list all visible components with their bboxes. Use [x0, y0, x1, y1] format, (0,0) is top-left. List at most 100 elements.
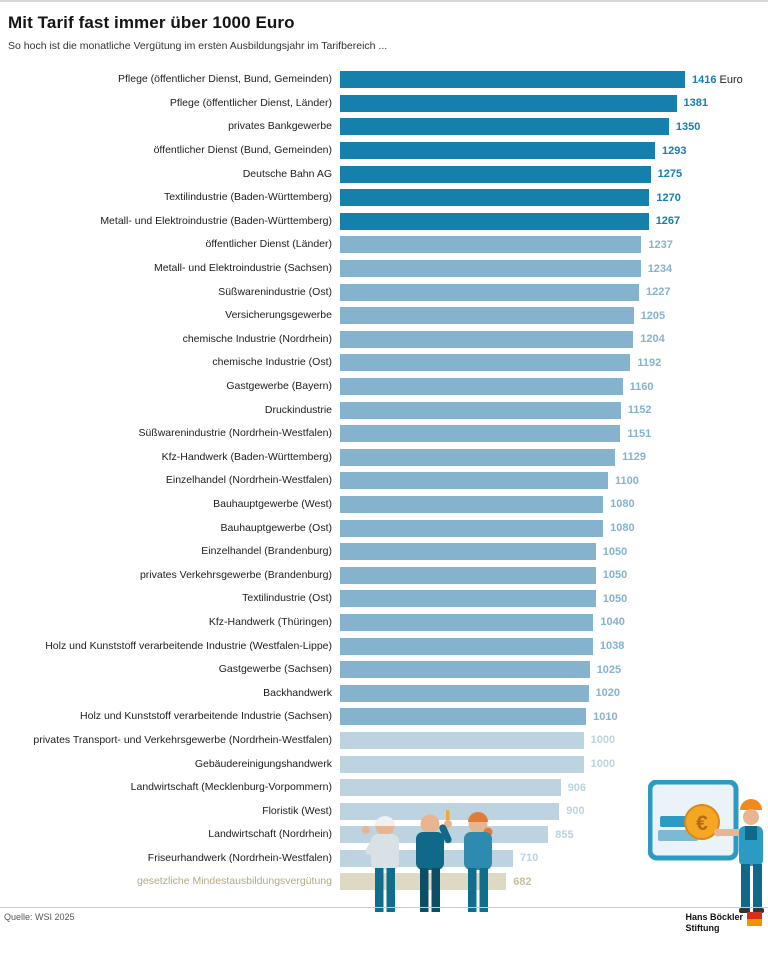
- bar-label: Metall- und Elektroindustrie (Baden-Würt…: [100, 214, 332, 227]
- chart-row: öffentlicher Dienst (Länder) 1237: [0, 233, 768, 257]
- bar-value: 1080: [610, 522, 635, 535]
- bar: [340, 307, 634, 325]
- chart-row: Holz und Kunststoff verarbeitende Indust…: [0, 705, 768, 729]
- bar-label: Pflege (öffentlicher Dienst, Länder): [169, 96, 332, 109]
- bar-area: 682: [332, 873, 768, 891]
- bar-area: 1080: [332, 519, 768, 537]
- bar-area: 1025: [332, 661, 768, 679]
- bar-area: 1129: [332, 448, 768, 466]
- bar: [340, 260, 641, 278]
- page-title: Mit Tarif fast immer über 1000 Euro: [8, 13, 295, 32]
- bar-value: 1100: [615, 474, 639, 487]
- logo-text: Hans Böckler Stiftung: [685, 912, 743, 934]
- chart-row: Kfz-Handwerk (Thüringen) 1040: [0, 611, 768, 635]
- bar: [340, 118, 669, 136]
- bar: [340, 425, 621, 443]
- bar-value: 1350: [675, 120, 701, 133]
- bar-area: 1350: [332, 118, 768, 136]
- bar-label: Metall- und Elektroindustrie (Sachsen): [154, 262, 332, 275]
- bar-value: 1381: [683, 97, 708, 110]
- bar: [340, 94, 677, 112]
- chart-rows: Pflege (öffentlicher Dienst, Bund, Gemei…: [0, 68, 768, 894]
- chart-row: Landwirtschaft (Nordrhein) 855: [0, 823, 768, 847]
- bar-area: 1204: [332, 330, 768, 348]
- chart-row: Pflege (öffentlicher Dienst, Bund, Gemei…: [0, 68, 768, 92]
- bar: [340, 684, 589, 702]
- bar-chart: Pflege (öffentlicher Dienst, Bund, Gemei…: [0, 68, 768, 894]
- bar: [340, 849, 513, 867]
- bar: [340, 826, 549, 844]
- unit-label: Euro: [716, 73, 743, 86]
- bar-value: 1204: [640, 333, 665, 346]
- chart-row: Bauhauptgewerbe (Ost) 1080: [0, 516, 768, 540]
- bar-value: 1000: [590, 734, 616, 747]
- bar-label: öffentlicher Dienst (Länder): [205, 238, 332, 251]
- bar-value: 906: [567, 781, 587, 794]
- bar-label: chemische Industrie (Ost): [212, 356, 332, 369]
- chart-row: Süßwarenindustrie (Ost) 1227: [0, 280, 768, 304]
- bar-area: 1205: [332, 307, 768, 325]
- bar: [340, 495, 604, 513]
- chart-row: Bauhauptgewerbe (West) 1080: [0, 493, 768, 517]
- bar-area: 1237: [332, 236, 768, 254]
- bar-value: 1227: [646, 286, 671, 299]
- chart-row: Metall- und Elektroindustrie (Sachsen) 12…: [0, 257, 768, 281]
- bar: [340, 71, 685, 89]
- bar-value: 1050: [602, 545, 628, 558]
- bar-value: 1050: [602, 569, 628, 582]
- bar-value: 1267: [655, 215, 681, 228]
- bar-value: 1192: [637, 356, 662, 369]
- bar-area: 1192: [332, 354, 768, 372]
- bar-label: Süßwarenindustrie (Nordrhein-Westfalen): [138, 427, 332, 440]
- bar-label: privates Transport- und Verkehrsgewerbe …: [33, 733, 332, 746]
- bar: [340, 142, 655, 160]
- bar-label: Deutsche Bahn AG: [242, 167, 332, 180]
- bar-area: 1270: [332, 189, 768, 207]
- bar-area: 1050: [332, 566, 768, 584]
- chart-row: Süßwarenindustrie (Nordrhein-Westfalen) 1…: [0, 422, 768, 446]
- bar: [340, 755, 584, 773]
- bar: [340, 189, 650, 207]
- bar-area: 855: [332, 826, 768, 844]
- chart-row: Einzelhandel (Brandenburg) 1050: [0, 540, 768, 564]
- bar-area: 1038: [332, 637, 768, 655]
- bar-value: 1040: [600, 616, 625, 629]
- bar-label: privates Bankgewerbe: [228, 120, 332, 133]
- bar-label: gesetzliche Mindestausbildungsvergütung: [137, 875, 332, 888]
- bar: [340, 708, 587, 726]
- chart-row: Druckindustrie 1152: [0, 398, 768, 422]
- chart-row: Einzelhandel (Nordrhein-Westfalen) 1100: [0, 469, 768, 493]
- bar-area: 1020: [332, 684, 768, 702]
- bar-label: Gastgewerbe (Bayern): [226, 380, 332, 392]
- bar-area: 1040: [332, 613, 768, 631]
- bar-value: 1010: [593, 710, 618, 723]
- chart-row: privates Verkehrsgewerbe (Brandenburg) 10…: [0, 563, 768, 587]
- bar-area: 710: [332, 849, 768, 867]
- chart-row: privates Bankgewerbe 1350: [0, 115, 768, 139]
- bar-area: 1010: [332, 708, 768, 726]
- bar: [340, 165, 651, 183]
- bar-value: 855: [555, 828, 574, 841]
- bar-label: Versicherungsgewerbe: [225, 309, 332, 322]
- bar-label: Einzelhandel (Nordrhein-Westfalen): [165, 474, 332, 487]
- bar-value: 1152: [627, 404, 652, 417]
- bar-label: Bauhauptgewerbe (West): [213, 497, 332, 510]
- bar-area: 1000: [332, 731, 768, 749]
- bar: [340, 661, 590, 679]
- bar-label: Kfz-Handwerk (Thüringen): [208, 615, 332, 628]
- page-subtitle: So hoch ist die monatliche Vergütung im …: [8, 40, 388, 52]
- bar-label: Pflege (öffentlicher Dienst, Bund, Gemei…: [117, 73, 332, 86]
- chart-row: Gebäudereinigungshandwerk 1000: [0, 752, 768, 776]
- bar: [340, 378, 623, 396]
- bar-label: Landwirtschaft (Nordrhein): [208, 828, 332, 841]
- bar-area: 1275: [332, 165, 768, 183]
- bar-label: chemische Industrie (Nordrhein): [182, 332, 332, 345]
- bar-value: 1050: [602, 592, 628, 605]
- bar: [340, 401, 621, 419]
- bar: [340, 566, 596, 584]
- chart-row: Textilindustrie (Ost) 1050: [0, 587, 768, 611]
- bar-value: 1038: [599, 640, 625, 653]
- footer-divider: [0, 907, 768, 908]
- bar-label: öffentlicher Dienst (Bund, Gemeinden): [153, 144, 332, 157]
- chart-row: Textilindustrie (Baden-Württemberg) 1270: [0, 186, 768, 210]
